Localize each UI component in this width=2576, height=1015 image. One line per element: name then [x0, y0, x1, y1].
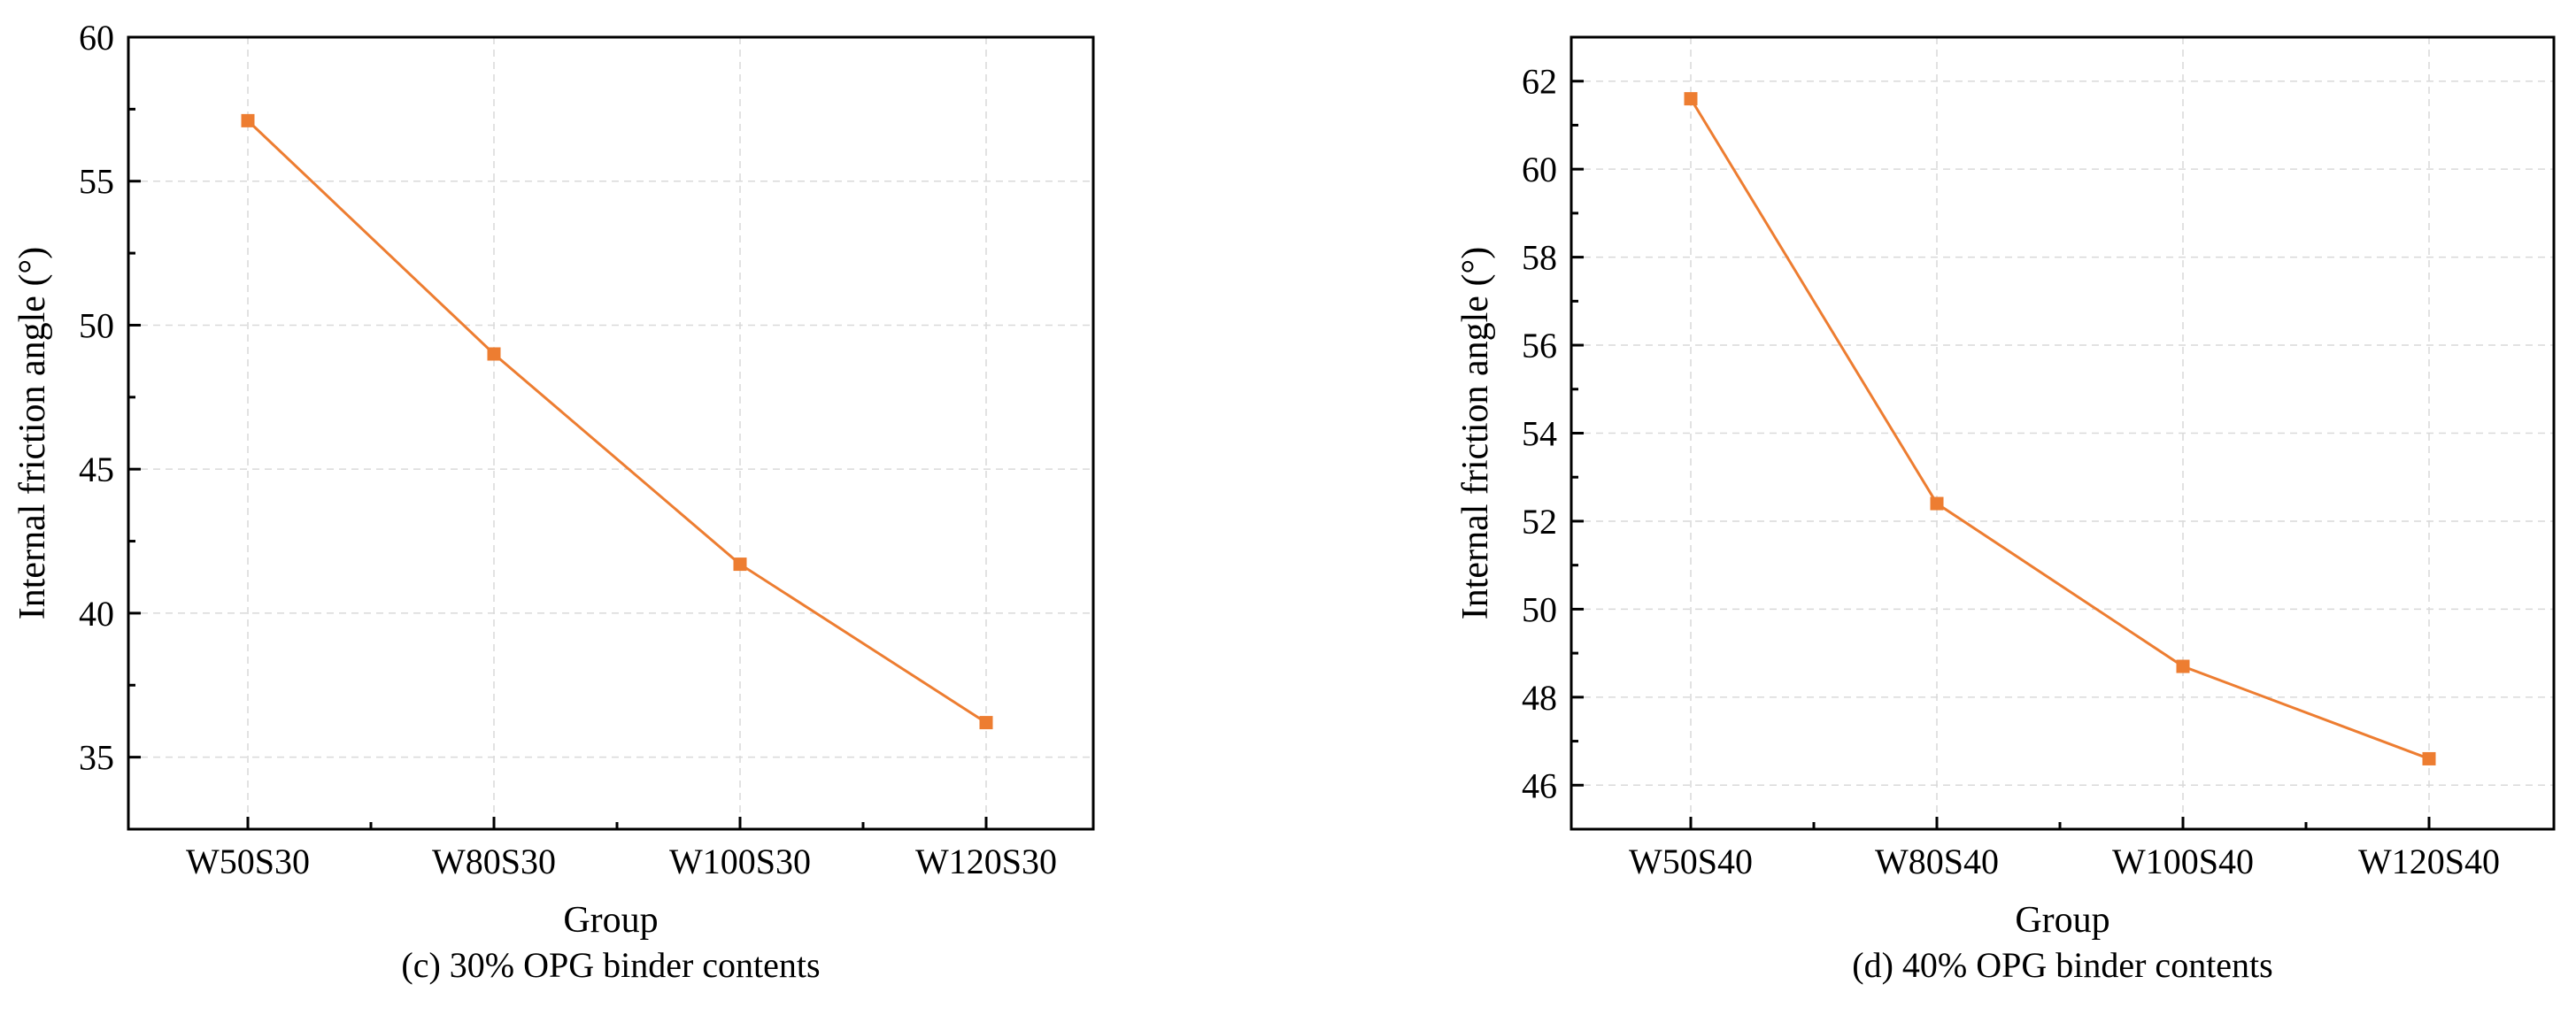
y-tick-label: 60 [1522, 150, 1557, 189]
axis-ticks [1571, 80, 2431, 829]
gridlines [1571, 37, 2554, 829]
y-axis-title: Internal friction angle (°) [1455, 247, 1496, 619]
y-tick-label: 54 [1522, 414, 1557, 454]
x-tick-label: W50S40 [1629, 842, 1753, 881]
y-tick-label: 62 [1522, 62, 1557, 102]
data-point-marker [733, 557, 747, 572]
gridlines [128, 36, 1093, 829]
data-series [241, 113, 993, 730]
data-point-marker [979, 716, 993, 730]
data-point-marker [1684, 92, 1698, 106]
series-line [1689, 97, 2430, 760]
y-tick-label: 58 [1522, 238, 1557, 278]
panel-caption: (d) 40% OPG binder contents [1852, 945, 2272, 985]
x-tick-label: W50S30 [186, 842, 310, 881]
y-tick-label: 48 [1522, 678, 1557, 718]
x-tick-label: W120S30 [915, 842, 1057, 881]
x-axis-title: Group [2015, 900, 2109, 941]
plot-frame [127, 35, 1095, 831]
data-point-marker [1930, 496, 1944, 511]
data-point-marker [2176, 659, 2190, 673]
x-tick-label: W120S40 [2358, 842, 2500, 881]
chart-panel-c: 35 40 45 50 55 60 W50S30 W80S30 W100S30 W120S30 I… [12, 18, 1095, 985]
x-tick-label: W100S30 [669, 842, 811, 881]
y-tick-label: 52 [1522, 502, 1557, 542]
x-tick-label: W80S30 [432, 842, 556, 881]
data-point-marker [2422, 751, 2436, 765]
y-axis-title: Internal friction angle (°) [12, 247, 53, 619]
axis-ticks [128, 35, 988, 829]
y-tick-label: 50 [1522, 589, 1557, 629]
data-point-marker [487, 347, 501, 361]
y-tick-label: 56 [1522, 326, 1557, 365]
y-tick-label: 40 [79, 594, 114, 634]
y-tick-label: 45 [79, 450, 114, 489]
data-series [1684, 92, 2436, 765]
y-tick-label: 35 [79, 738, 114, 778]
data-point-marker [241, 113, 255, 127]
tick-labels: 46 48 50 52 54 56 58 60 62 W50S40 W80S40 W100S40 W12… [1522, 62, 2500, 881]
y-tick-label: 60 [79, 18, 114, 58]
panel-caption: (c) 30% OPG binder contents [401, 945, 820, 985]
y-tick-label: 55 [79, 162, 114, 202]
x-tick-label: W100S40 [2112, 842, 2254, 881]
chart-panel-d: 46 48 50 52 54 56 58 60 62 W50S40 W80S40 W100S40 W12… [1455, 35, 2556, 985]
x-tick-label: W80S40 [1875, 842, 1999, 881]
series-line [246, 119, 987, 724]
y-tick-label: 50 [79, 305, 114, 345]
y-tick-label: 46 [1522, 765, 1557, 805]
x-axis-title: Group [563, 900, 658, 941]
tick-labels: 35 40 45 50 55 60 W50S30 W80S30 W100S30 W120S30 [79, 18, 1057, 881]
